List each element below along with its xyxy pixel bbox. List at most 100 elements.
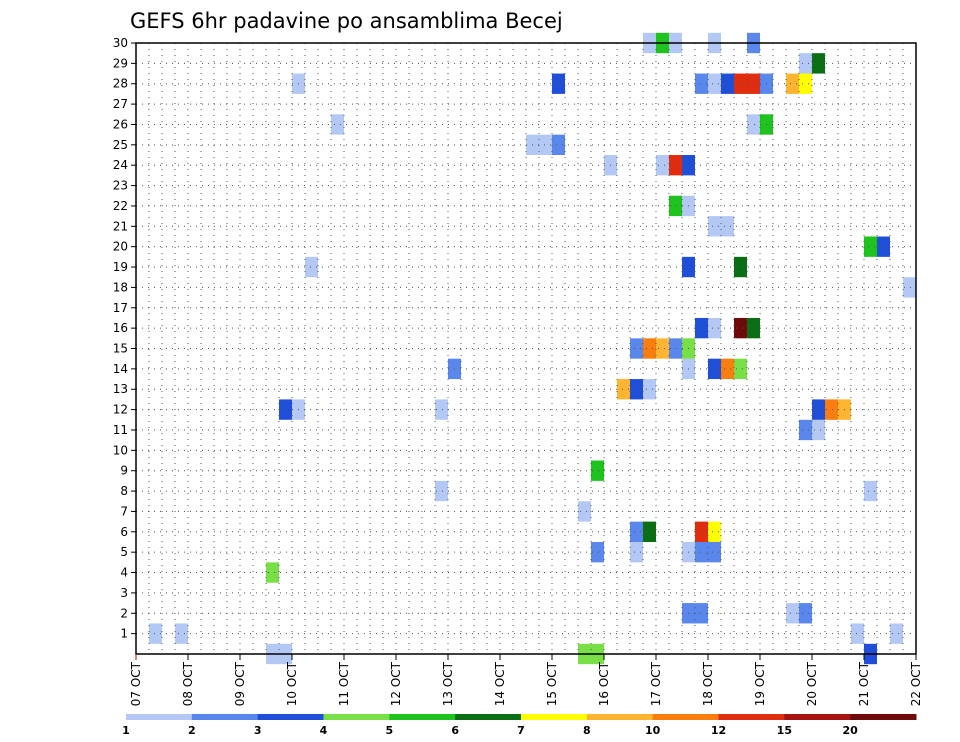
x-tick-label: 08 OCT [181,661,195,706]
heatmap-cell [786,603,799,624]
colorbar-swatch [850,714,917,720]
colorbar-label: 15 [777,724,792,737]
heatmap-cell [734,358,747,380]
colorbar-swatch [718,714,785,720]
y-axis: 1234567891011121314151617181920212223242… [113,36,136,641]
heatmap-cell [721,73,734,94]
colorbar-label: 2 [188,724,196,737]
heatmap-cell [279,399,292,420]
colorbar-swatch [455,714,522,720]
heatmap-cell [175,623,188,644]
heatmap-cell [708,216,721,237]
heatmap-cell [825,399,838,420]
grid-lines [136,43,916,654]
heatmap-cell [747,73,760,94]
x-tick-label: 14 OCT [493,661,507,706]
y-tick-label: 10 [113,443,128,457]
colorbar-swatch [652,714,719,720]
heatmap-cell [812,399,825,420]
colorbar-label: 1 [122,724,130,737]
y-tick-label: 25 [113,138,128,152]
y-tick-label: 2 [120,606,128,620]
heatmap-cell [799,419,812,441]
heatmap-cell [695,317,708,339]
heatmap-cell [747,317,760,339]
heatmap-cell [721,358,734,380]
colorbar-label: 4 [320,724,328,737]
colorbar-label: 3 [254,724,262,737]
heatmap-cell [643,379,656,400]
colorbar-label: 8 [583,724,591,737]
y-tick-label: 3 [120,586,128,600]
colorbar-label: 5 [386,724,394,737]
y-tick-label: 22 [113,199,128,213]
x-tick-label: 15 OCT [545,661,559,706]
y-tick-label: 5 [120,545,128,559]
colorbar-swatch [586,714,654,720]
colorbar-label: 10 [645,724,661,737]
heatmap-cell [552,134,565,156]
heatmap-cell [539,134,552,156]
x-tick-label: 07 OCT [129,661,143,706]
y-tick-label: 24 [113,158,128,172]
heatmap-cell [643,338,656,359]
heatmap-cell [695,521,708,542]
x-tick-label: 12 OCT [389,661,403,706]
y-tick-label: 28 [113,77,128,91]
y-tick-label: 29 [113,56,128,70]
heatmap-cell [630,541,643,563]
y-tick-label: 16 [113,321,128,335]
x-tick-label: 18 OCT [701,661,715,706]
heatmap-cell [630,521,643,542]
y-tick-label: 17 [113,301,128,315]
colorbar-swatch [126,714,193,720]
heatmap-cell [266,562,279,583]
x-tick-label: 11 OCT [337,661,351,706]
heatmap-cell [864,236,877,257]
y-tick-label: 27 [113,97,128,111]
y-tick-label: 9 [120,464,128,478]
heatmap-cell [331,114,344,135]
heatmap-cell [552,73,565,94]
y-tick-label: 4 [120,566,128,580]
x-axis: 07 OCT 08 OCT 09 OCT 10 OCT 11 OCT 12 OCT 13 O… [129,654,923,706]
heatmap-cell [656,155,669,176]
heatmap-cell [799,53,812,74]
colorbar-swatch [191,714,259,720]
heatmap-cell [708,73,721,94]
heatmap-cell [591,460,604,481]
x-tick-label: 09 OCT [233,661,247,706]
heatmap-cell [669,338,682,359]
y-tick-label: 1 [120,627,128,641]
x-tick-label: 17 OCT [649,661,663,706]
colorbar-swatch [784,714,851,720]
heatmap-cell [903,277,916,298]
heatmap-cell [708,317,721,339]
colorbar-label: 20 [843,724,859,737]
heatmap-cell [721,216,734,237]
heatmap-cell [734,73,747,94]
x-tick-label: 21 OCT [857,661,871,706]
x-tick-label: 19 OCT [753,661,767,706]
heatmap-cell [890,623,903,644]
y-tick-label: 19 [113,260,128,274]
heatmap-cell [747,114,760,135]
heatmap-cell [617,379,630,400]
heatmap-cell [630,379,643,400]
heatmap-cell [708,358,721,380]
y-tick-label: 15 [113,342,128,356]
heatmap-cell [669,155,682,176]
heatmap-cell [578,501,591,522]
heatmap-cell [435,480,448,502]
colorbar-swatch [389,714,456,720]
colorbar-swatch [521,714,588,720]
y-tick-label: 21 [113,219,128,233]
heatmap-cell [630,338,643,359]
y-tick-label: 8 [120,484,128,498]
colorbar-swatch [257,714,324,720]
y-tick-label: 11 [113,423,128,437]
heatmap-cell [656,338,669,359]
heatmap-cell [695,603,708,624]
heatmap-cell [864,480,877,502]
